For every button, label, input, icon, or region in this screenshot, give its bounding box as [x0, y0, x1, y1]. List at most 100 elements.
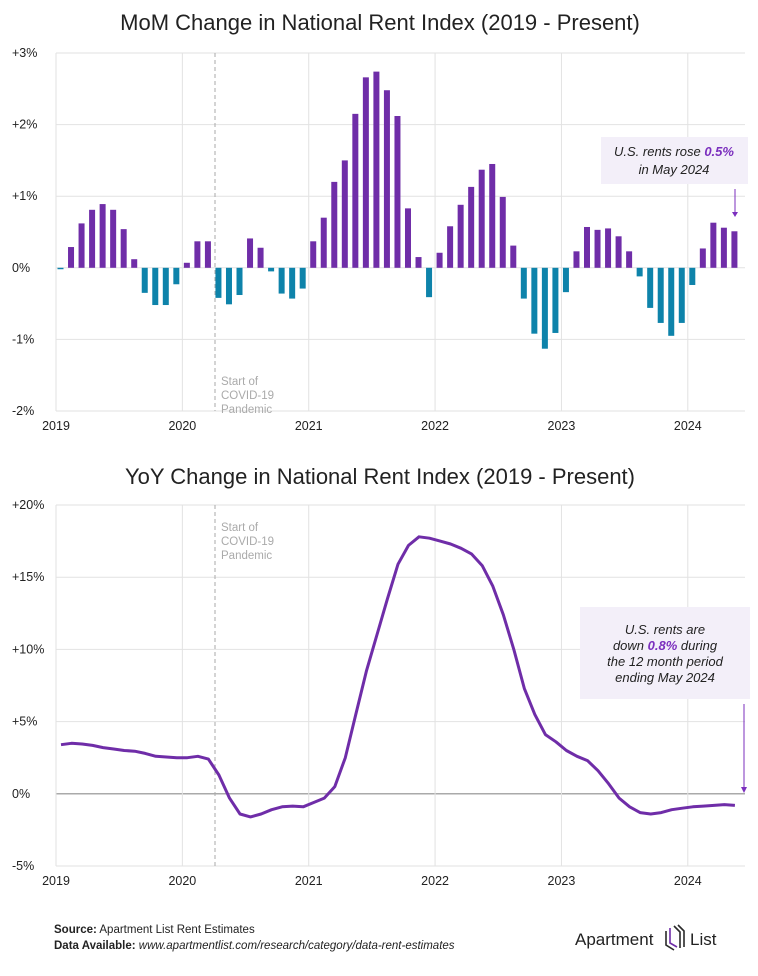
mom-bar [173, 268, 179, 284]
covid-label-line: COVID-19 [221, 536, 274, 548]
mom-bar [647, 268, 653, 308]
mom-chart-title: MoM Change in National Rent Index (2019 … [120, 10, 640, 35]
mom-bar [731, 231, 737, 268]
mom-bar [163, 268, 169, 305]
mom-bar [279, 268, 285, 294]
mom-bar [500, 197, 506, 268]
x-tick-label: 2024 [674, 874, 702, 888]
mom-bar [331, 182, 337, 268]
source-text: Source: Apartment List Rent Estimates [54, 924, 255, 936]
mom-bar [237, 268, 243, 295]
mom-bar [531, 268, 537, 334]
y-tick-label: +3% [12, 46, 37, 60]
arrow-head-icon [732, 212, 738, 217]
mom-annotation: U.S. rents rose 0.5% in May 2024 [601, 137, 748, 217]
mom-bar [573, 251, 579, 267]
y-tick-label: +20% [12, 498, 44, 512]
annotation-line: in May 2024 [639, 162, 710, 177]
mom-bar [700, 248, 706, 267]
mom-bar [300, 268, 306, 289]
y-tick-label: -1% [12, 332, 34, 346]
mom-bar [258, 248, 264, 268]
annotation-line: ending May 2024 [615, 670, 715, 685]
mom-bar [479, 170, 485, 268]
x-tick-label: 2019 [42, 419, 70, 433]
mom-bar [679, 268, 685, 323]
mom-bar [595, 230, 601, 268]
annotation-line: U.S. rents are [625, 622, 705, 637]
mom-bar [416, 257, 422, 268]
mom-bar [689, 268, 695, 285]
y-tick-label: 0% [12, 787, 30, 801]
arrow-head-icon [741, 787, 747, 793]
x-tick-label: 2022 [421, 419, 449, 433]
mom-bar [110, 210, 116, 268]
logo-text-left: Apartment [575, 930, 654, 949]
mom-bar [100, 204, 106, 268]
mom-bar [710, 223, 716, 268]
mom-bar [405, 208, 411, 267]
mom-bar [394, 116, 400, 268]
y-tick-label: +1% [12, 189, 37, 203]
logo-text-right: List [690, 930, 717, 949]
mom-bar [247, 238, 253, 267]
mom-bar [194, 241, 200, 267]
mom-bar [658, 268, 664, 323]
mom-bar [426, 268, 432, 297]
mom-bar [616, 236, 622, 268]
mom-bar [563, 268, 569, 292]
mom-bar [637, 268, 643, 277]
mom-bar [310, 241, 316, 267]
mom-bar [542, 268, 548, 349]
mom-bar [373, 72, 379, 268]
mom-bar [215, 268, 221, 298]
mom-bar [68, 247, 74, 268]
mom-bar [584, 227, 590, 268]
annotation-line: U.S. rents rose 0.5% [614, 144, 734, 159]
mom-bar [521, 268, 527, 299]
mom-bar [721, 228, 727, 268]
covid-label-line: COVID-19 [221, 390, 274, 402]
annotation-line: down 0.8% during [613, 638, 718, 653]
mom-bar [458, 205, 464, 268]
mom-bar [352, 114, 358, 268]
mom-bar [226, 268, 232, 305]
mom-bar [437, 253, 443, 268]
data-available-text: Data Available: www.apartmentlist.com/re… [54, 940, 455, 952]
mom-bar [384, 90, 390, 268]
yoy-chart-title: YoY Change in National Rent Index (2019 … [125, 464, 635, 489]
mom-bar [268, 268, 274, 272]
apartment-list-logo: Apartment List [575, 925, 717, 950]
x-tick-label: 2019 [42, 874, 70, 888]
covid-label-line: Pandemic [221, 550, 272, 562]
mom-bar [289, 268, 295, 299]
x-tick-label: 2023 [548, 874, 576, 888]
covid-marker: Start of COVID-19 Pandemic [221, 376, 274, 416]
mom-bar [142, 268, 148, 293]
x-tick-label: 2022 [421, 874, 449, 888]
mom-bar [342, 160, 348, 267]
mom-bar [321, 218, 327, 268]
x-tick-label: 2021 [295, 419, 323, 433]
mom-bar [363, 77, 369, 267]
mom-bar [152, 268, 158, 305]
mom-bar [552, 268, 558, 333]
mom-bar [205, 241, 211, 267]
mom-bar [468, 187, 474, 268]
mom-bar [447, 226, 453, 268]
yoy-chart: YoY Change in National Rent Index (2019 … [12, 464, 750, 888]
mom-bar [58, 268, 64, 269]
mom-bar [668, 268, 674, 336]
mom-bar [510, 246, 516, 268]
covid-label-line: Start of [221, 522, 259, 534]
mom-bar [626, 251, 632, 267]
y-tick-label: +10% [12, 642, 44, 656]
y-tick-label: 0% [12, 261, 30, 275]
y-tick-label: -5% [12, 859, 34, 873]
mom-bar [184, 263, 190, 268]
annotation-line: the 12 month period [607, 654, 723, 669]
y-tick-label: -2% [12, 404, 34, 418]
x-tick-label: 2023 [548, 419, 576, 433]
logo-mark-icon [666, 925, 684, 950]
